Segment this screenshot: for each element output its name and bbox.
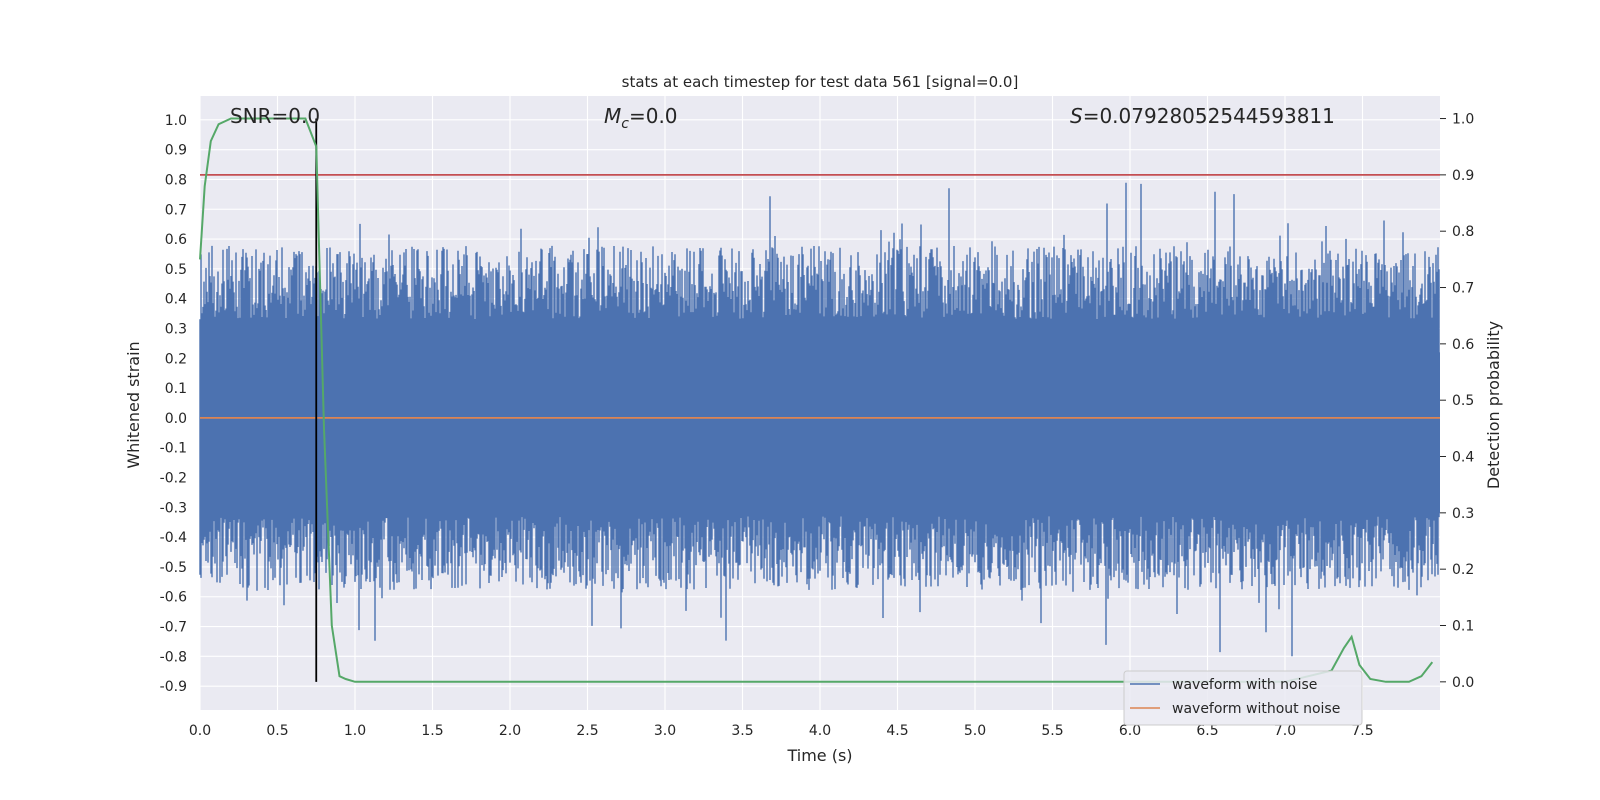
y-tick-label: -0.2	[160, 471, 187, 487]
y2-tick-label: 0.5	[1452, 393, 1474, 409]
y-tick-label: 0.5	[165, 262, 187, 278]
mc-subscript: c	[621, 116, 629, 132]
y-tick-label: 0.1	[165, 381, 187, 397]
x-tick-labels: 0.0 0.5 1.0 1.5 2.0 2.5 3.0 3.5 4.0 4.5 5.0 5.5 6.0 6…	[189, 723, 1374, 739]
y2-tick-label: 0.9	[1452, 168, 1474, 184]
y-tick-labels: 1.0 0.9 0.8 0.7 0.6 0.5 0.4 0.3 0.2 0.1 0.0 -0.1 -0.…	[160, 113, 187, 695]
y-tick-label: -0.3	[160, 500, 187, 516]
y2-tick-label: 1.0	[1452, 112, 1474, 128]
x-tick-label: 5.5	[1041, 723, 1063, 739]
x-tick-label: 1.5	[421, 723, 443, 739]
x-tick-label: 0.0	[189, 723, 211, 739]
x-tick-label: 5.0	[964, 723, 986, 739]
y-tick-label: 0.6	[165, 232, 187, 248]
mc-annotation: Mc=0.0	[604, 104, 678, 132]
y-tick-label: 0.0	[165, 411, 187, 427]
y2-tick-label: 0.7	[1452, 281, 1474, 297]
y2-tick-label: 0.0	[1452, 675, 1474, 691]
x-tick-label: 2.0	[499, 723, 521, 739]
s-value: =0.07928052544593811	[1083, 104, 1335, 128]
legend-label-noise: waveform with noise	[1172, 677, 1317, 693]
x-tick-label: 6.5	[1196, 723, 1218, 739]
x-tick-label: 4.0	[809, 723, 831, 739]
y2-tick-label: 0.6	[1452, 337, 1474, 353]
mc-symbol: M	[604, 104, 621, 128]
y2-tick-label: 0.2	[1452, 562, 1474, 578]
waveform-with-noise-series	[199, 182, 1440, 657]
x-tick-label: 3.0	[654, 723, 676, 739]
y2-tick-label: 0.3	[1452, 506, 1474, 522]
y-tick-label: 0.3	[165, 321, 187, 337]
y-tick-label: 0.4	[165, 292, 187, 308]
x-tick-label: 2.5	[576, 723, 598, 739]
x-tick-label: 1.0	[344, 723, 366, 739]
y-tick-label: 0.9	[165, 143, 187, 159]
y-tick-label: -0.1	[160, 441, 187, 457]
detection-probability-line	[199, 117, 1434, 683]
x-tick-label: 4.5	[886, 723, 908, 739]
x-tick-label: 0.5	[266, 723, 288, 739]
y-tick-label: 0.7	[165, 202, 187, 218]
x-tick-label: 6.0	[1119, 723, 1141, 739]
y-tick-label: 1.0	[165, 113, 187, 129]
y-tick-label: -0.6	[160, 590, 187, 606]
y2-tick-label: 0.1	[1452, 619, 1474, 635]
y-tick-label: 0.8	[165, 172, 187, 188]
s-symbol: S	[1070, 104, 1083, 128]
x-tick-label: 3.5	[731, 723, 753, 739]
legend: waveform with noise waveform without noi…	[1123, 670, 1363, 726]
s-annotation: S=0.07928052544593811	[1070, 104, 1335, 128]
x-axis-label: Time (s)	[786, 746, 852, 765]
noise-core	[200, 352, 1440, 514]
y-tick-label: -0.7	[160, 620, 187, 636]
mc-value: =0.0	[629, 104, 678, 128]
legend-label-clean: waveform without noise	[1172, 701, 1340, 717]
y2-tick-labels: 1.0 0.9 0.8 0.7 0.6 0.5 0.4 0.3 0.2 0.1 0.0	[1440, 112, 1474, 691]
y-tick-label: 0.2	[165, 351, 187, 367]
snr-annotation: SNR=0.0	[230, 104, 320, 128]
y2-tick-label: 0.4	[1452, 450, 1474, 466]
y-axis-label: Whitened strain	[124, 341, 143, 468]
y2-tick-label: 0.8	[1452, 224, 1474, 240]
y-tick-label: -0.4	[160, 530, 187, 546]
y-tick-label: -0.9	[160, 679, 187, 695]
chart-title: stats at each timestep for test data 561…	[622, 73, 1019, 91]
x-tick-label: 7.5	[1351, 723, 1373, 739]
x-tick-label: 7.0	[1274, 723, 1296, 739]
y2-axis-label: Detection probability	[1484, 321, 1503, 489]
y-tick-label: -0.5	[160, 560, 187, 576]
line-series	[199, 117, 1440, 683]
y-tick-label: -0.8	[160, 649, 187, 665]
legend-box	[1123, 670, 1363, 726]
